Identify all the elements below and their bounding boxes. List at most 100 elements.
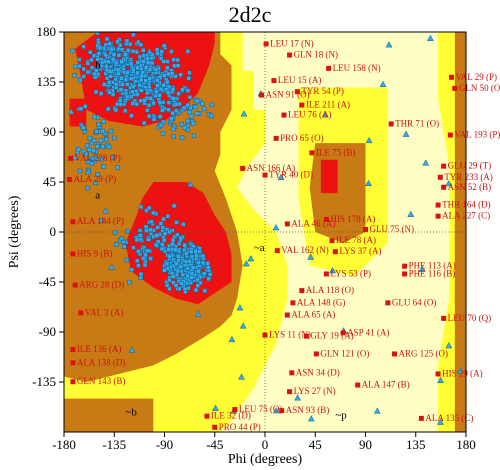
residue-point <box>77 168 83 174</box>
outlier-label: ASN 166 (A) <box>247 163 296 173</box>
outlier-label: ASN 52 (B) <box>448 182 492 192</box>
residue-point <box>206 265 211 270</box>
residue-point <box>85 69 91 75</box>
residue-point <box>151 100 156 106</box>
x-axis-label: Phi (degrees) <box>228 452 303 467</box>
region-label: ~p <box>335 410 347 422</box>
residue-point <box>120 82 125 87</box>
outlier-marker <box>363 227 368 232</box>
residue-point <box>116 53 122 58</box>
glycine-point <box>242 260 250 267</box>
glycine-point <box>294 394 302 401</box>
glycine-point <box>236 304 244 311</box>
outlier-marker <box>204 413 210 419</box>
y-tick-label: 90 <box>43 124 56 139</box>
outlier-marker <box>435 371 441 377</box>
residue-point <box>186 110 192 115</box>
residue-point <box>113 77 119 82</box>
outlier-label: PRO 65 (O) <box>280 133 324 143</box>
outlier-label: LYS 27 (N) <box>294 386 336 396</box>
residue-point <box>89 65 95 70</box>
residue-point <box>147 76 153 81</box>
outlier-label: GLN 18 (N) <box>294 50 339 60</box>
outlier-label: GLU 75 (N) <box>370 224 415 234</box>
residue-point <box>184 251 189 256</box>
residue-point <box>131 245 136 250</box>
outlier-label: LEU 15 (A) <box>278 75 322 85</box>
outlier-marker <box>448 74 454 80</box>
residue-point <box>149 60 155 66</box>
residue-point <box>154 89 159 94</box>
glycine-point <box>212 404 219 411</box>
y-tick-label: 45 <box>43 174 56 189</box>
outlier-marker <box>441 184 447 190</box>
residue-point <box>144 108 150 113</box>
outlier-label: HIS 9 (B) <box>77 248 113 258</box>
residue-point <box>164 283 170 288</box>
outlier-marker <box>68 155 74 161</box>
outlier-label: LEU 158 (N) <box>333 63 381 73</box>
y-tick-label: 135 <box>37 74 57 89</box>
residue-point <box>166 107 171 112</box>
x-tick-label: 90 <box>359 437 372 452</box>
glycine-point <box>108 263 116 270</box>
glycine-point <box>247 255 255 262</box>
outlier-label: LYS 37 (A) <box>339 246 381 256</box>
outlier-label: GLU 29 (T) <box>448 161 492 171</box>
residue-point <box>154 233 160 238</box>
residue-point <box>142 98 147 103</box>
outlier-label: ILE 32 (D) <box>211 411 251 421</box>
residue-point <box>124 38 130 44</box>
outlier-label: VAL 278 (P) <box>75 153 121 163</box>
glycine-point <box>422 159 430 166</box>
residue-point <box>193 287 199 293</box>
region-label: b <box>95 60 101 72</box>
glycine-point <box>238 373 245 380</box>
outlier-marker <box>290 300 296 306</box>
residue-point <box>77 57 82 62</box>
residue-point <box>162 43 167 49</box>
residue-point <box>95 56 101 62</box>
residue-point <box>197 249 202 254</box>
outlier-label: LEU 75 (O) <box>239 404 283 414</box>
residue-point <box>185 118 191 124</box>
outlier-marker <box>303 333 309 339</box>
outlier-marker <box>437 174 443 180</box>
residue-point <box>88 50 93 55</box>
allowed-region-bottom <box>64 398 154 432</box>
y-tick-label: 0 <box>50 224 57 239</box>
residue-point <box>208 113 214 119</box>
residue-point <box>160 131 166 136</box>
glycine-point <box>321 111 329 118</box>
outlier-label: ILE 136 (A) <box>77 344 122 354</box>
glycine-point <box>373 407 381 414</box>
residue-point <box>185 127 190 133</box>
glycine-point <box>102 207 110 214</box>
outlier-label: ILE 211 (A) <box>306 100 350 110</box>
residue-point <box>189 275 194 280</box>
residue-point <box>157 93 163 98</box>
residue-point <box>78 106 84 111</box>
outlier-marker <box>309 150 315 156</box>
outlier-marker <box>355 382 361 388</box>
residue-point <box>185 102 191 108</box>
glycine-point <box>365 179 373 186</box>
residue-point <box>130 48 136 54</box>
outlier-marker <box>294 89 300 95</box>
outlier-marker <box>70 251 76 257</box>
residue-point <box>194 111 200 116</box>
outlier-label: ARG 125 (O) <box>399 348 449 358</box>
residue-point <box>89 57 94 63</box>
residue-point <box>195 277 201 283</box>
residue-point <box>131 32 136 38</box>
outlier-marker <box>284 221 290 227</box>
outlier-marker <box>274 248 280 254</box>
residue-point <box>138 77 144 83</box>
region-label: a <box>95 190 100 202</box>
residue-point <box>170 237 176 243</box>
y-tick-label: -45 <box>39 274 56 289</box>
glycine-point <box>426 34 434 41</box>
residue-point <box>136 263 141 268</box>
residue-point <box>141 59 146 64</box>
residue-point <box>162 73 167 78</box>
